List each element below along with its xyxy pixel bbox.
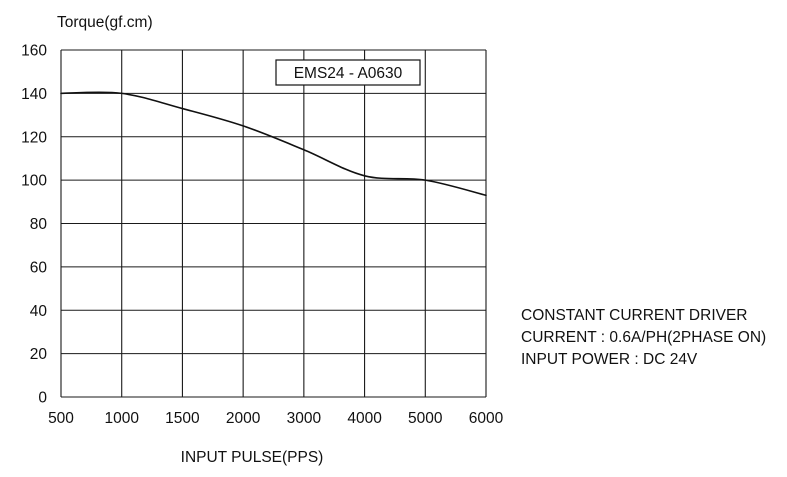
x-tick-label: 500 [48,410,74,427]
model-label: EMS24 - A0630 [294,65,403,82]
x-tick-label: 1500 [165,410,200,427]
y-tick-label: 120 [21,129,47,146]
model-label-box: EMS24 - A0630 [275,59,421,86]
grid [60,49,487,398]
x-tick-labels: 500 1000 1500 2000 3000 4000 5000 6000 [48,410,504,427]
y-tick-label: 60 [30,259,48,276]
x-tick-label: 5000 [408,410,443,427]
y-tick-label: 100 [21,173,47,190]
driver-note-line: CONSTANT CURRENT DRIVER [521,307,748,324]
y-tick-labels: 0 20 40 60 80 100 120 140 160 [21,43,47,407]
y-tick-label: 0 [38,390,47,407]
model-label-frame [275,59,421,86]
torque-curve-line [60,91,487,197]
driver-note-line: CURRENT : 0.6A/PH(2PHASE ON) [521,329,767,346]
y-tick-label: 20 [30,346,48,363]
torque-curve [60,91,487,197]
y-tick-label: 80 [30,216,48,233]
y-tick-label: 40 [30,303,48,320]
x-tick-label: 4000 [347,410,382,427]
y-tick-label: 160 [21,43,47,60]
x-tick-label: 2000 [226,410,261,427]
x-axis-title: INPUT PULSE(PPS) [181,449,324,466]
x-tick-label: 6000 [469,410,504,427]
driver-notes: CONSTANT CURRENT DRIVER CURRENT : 0.6A/P… [521,305,766,371]
y-tick-label: 140 [21,86,47,103]
y-axis-title: Torque(gf.cm) [57,14,153,31]
driver-note-line: INPUT POWER : DC 24V [521,351,698,368]
x-tick-label: 3000 [287,410,322,427]
x-tick-label: 1000 [104,410,139,427]
